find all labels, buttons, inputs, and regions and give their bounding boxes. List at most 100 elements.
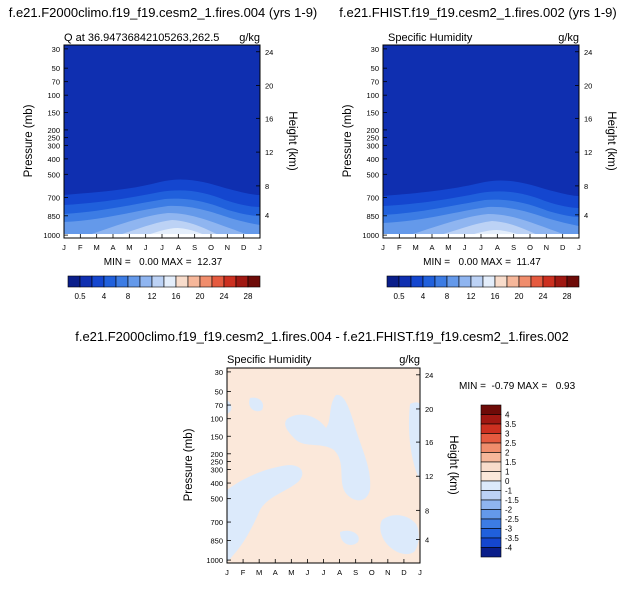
colorbar-label: 0.5 xyxy=(74,292,86,301)
pressure-tick-label: 100 xyxy=(210,415,223,424)
min-max-readout: MIN = 0.00 MAX = 11.47 xyxy=(423,257,541,268)
height-tick-label: 4 xyxy=(265,211,269,220)
panel-subtitle: Q at 36.94736842105263,262.5 xyxy=(64,32,219,44)
colorbar-label: -4 xyxy=(505,544,513,553)
pressure-tick-label: 850 xyxy=(210,537,223,546)
colorbar-swatch xyxy=(566,275,580,288)
colorbar-label: -1 xyxy=(505,487,513,496)
colorbar-swatch xyxy=(422,275,436,288)
pressure-tick-label: 150 xyxy=(366,109,379,118)
month-tick-label: A xyxy=(273,568,278,577)
colorbar-label: 4 xyxy=(505,411,510,420)
panel-experiment: f.e21.FHIST.f19_f19.cesm2_1.fires.002 (y… xyxy=(339,5,617,301)
y-axis-right-label: Height (km) xyxy=(286,111,298,171)
colorbar-label: 20 xyxy=(196,292,205,301)
height-tick-label: 24 xyxy=(265,48,273,57)
colorbar-swatch xyxy=(480,414,502,425)
height-tick-label: 8 xyxy=(584,182,588,191)
colorbar-swatch xyxy=(480,404,502,415)
units-label: g/kg xyxy=(239,32,260,44)
pressure-tick-label: 150 xyxy=(47,109,60,118)
colorbar-swatch xyxy=(518,275,532,288)
month-tick-label: N xyxy=(225,243,230,252)
pressure-tick-label: 700 xyxy=(366,193,379,202)
height-tick-label: 20 xyxy=(425,405,433,414)
pressure-tick-label: 50 xyxy=(215,387,223,396)
colorbar-label: 8 xyxy=(445,292,450,301)
min-max-readout: MIN = 0.00 MAX = 12.37 xyxy=(104,257,223,268)
colorbar-swatch xyxy=(247,275,261,288)
height-axis: 24 20 16 12 8 4 xyxy=(575,48,592,220)
pressure-tick-label: 1000 xyxy=(206,556,223,565)
pressure-tick-label: 70 xyxy=(215,401,223,410)
height-tick-label: 24 xyxy=(425,371,433,380)
colorbar-swatch xyxy=(398,275,412,288)
colorbar-swatch xyxy=(506,275,520,288)
height-tick-label: 8 xyxy=(425,506,429,515)
colorbar-label: 4 xyxy=(102,292,107,301)
pressure-tick-label: 70 xyxy=(52,78,60,87)
month-tick-label: M xyxy=(256,568,262,577)
contour-band xyxy=(285,394,371,501)
pressure-tick-label: 50 xyxy=(52,64,60,73)
month-tick-label: N xyxy=(544,243,549,252)
pressure-tick-label: 250 xyxy=(210,458,223,467)
colorbar-swatch xyxy=(103,275,117,288)
pressure-tick-label: 850 xyxy=(366,212,379,221)
height-tick-label: 16 xyxy=(265,114,273,123)
contour-band xyxy=(249,397,264,412)
pressure-tick-label: 200 xyxy=(47,126,60,135)
colorbar-label: 24 xyxy=(539,292,548,301)
month-tick-label: A xyxy=(495,243,500,252)
colorbar-label: 8 xyxy=(126,292,131,301)
panel-control: f.e21.F2000climo.f19_f19.cesm2_1.fires.0… xyxy=(9,5,318,301)
colorbar-swatch xyxy=(480,537,502,548)
colorbar-swatch xyxy=(115,275,129,288)
contour-field xyxy=(64,45,260,238)
month-tick-label: J xyxy=(258,243,262,252)
month-tick-label: J xyxy=(463,243,467,252)
colorbar-label: 24 xyxy=(220,292,229,301)
colorbar-label: 3.5 xyxy=(505,420,517,429)
colorbar-swatch xyxy=(67,275,81,288)
colorbar-swatch xyxy=(386,275,400,288)
month-tick-label: N xyxy=(385,568,390,577)
month-tick-label: M xyxy=(413,243,419,252)
colorbar-swatch xyxy=(554,275,568,288)
colorbar-swatch xyxy=(480,471,502,482)
pressure-tick-label: 300 xyxy=(210,465,223,474)
pressure-tick-label: 30 xyxy=(371,45,379,54)
height-tick-label: 16 xyxy=(584,114,592,123)
panel-title: f.e21.FHIST.f19_f19.cesm2_1.fires.002 (y… xyxy=(339,5,616,20)
colorbar-label: -3.5 xyxy=(505,534,519,543)
colorbar-label: 12 xyxy=(148,292,157,301)
colorbar-swatch xyxy=(434,275,448,288)
colorbar: 0.5 4 8 12 16 20 24 28 xyxy=(386,275,580,301)
colorbar-label: 28 xyxy=(244,292,253,301)
y-axis-label: Pressure (mb) xyxy=(23,104,35,177)
pressure-tick-label: 1000 xyxy=(362,231,379,240)
colorbar: 43.532.521.510-1-1.5-2-2.5-3-3.5-4 xyxy=(480,404,519,558)
height-tick-label: 12 xyxy=(425,472,433,481)
colorbar-swatch xyxy=(530,275,544,288)
colorbar-swatch xyxy=(494,275,508,288)
colorbar-swatch xyxy=(480,490,502,501)
colorbar-swatch xyxy=(151,275,165,288)
colorbar-label: 20 xyxy=(515,292,524,301)
colorbar-swatch xyxy=(480,518,502,529)
month-tick-label: J xyxy=(225,568,229,577)
pressure-tick-label: 200 xyxy=(210,450,223,459)
pressure-tick-label: 400 xyxy=(47,155,60,164)
pressure-tick-label: 250 xyxy=(47,134,60,143)
y-axis-right-label: Height (km) xyxy=(605,111,617,171)
y-axis-label: Pressure (mb) xyxy=(183,428,195,501)
month-tick-label: S xyxy=(511,243,516,252)
colorbar-swatch xyxy=(480,528,502,539)
colorbar-swatch xyxy=(127,275,141,288)
month-tick-label: J xyxy=(160,243,164,252)
pressure-tick-label: 400 xyxy=(210,479,223,488)
month-tick-label: O xyxy=(369,568,375,577)
month-tick-label: O xyxy=(208,243,214,252)
